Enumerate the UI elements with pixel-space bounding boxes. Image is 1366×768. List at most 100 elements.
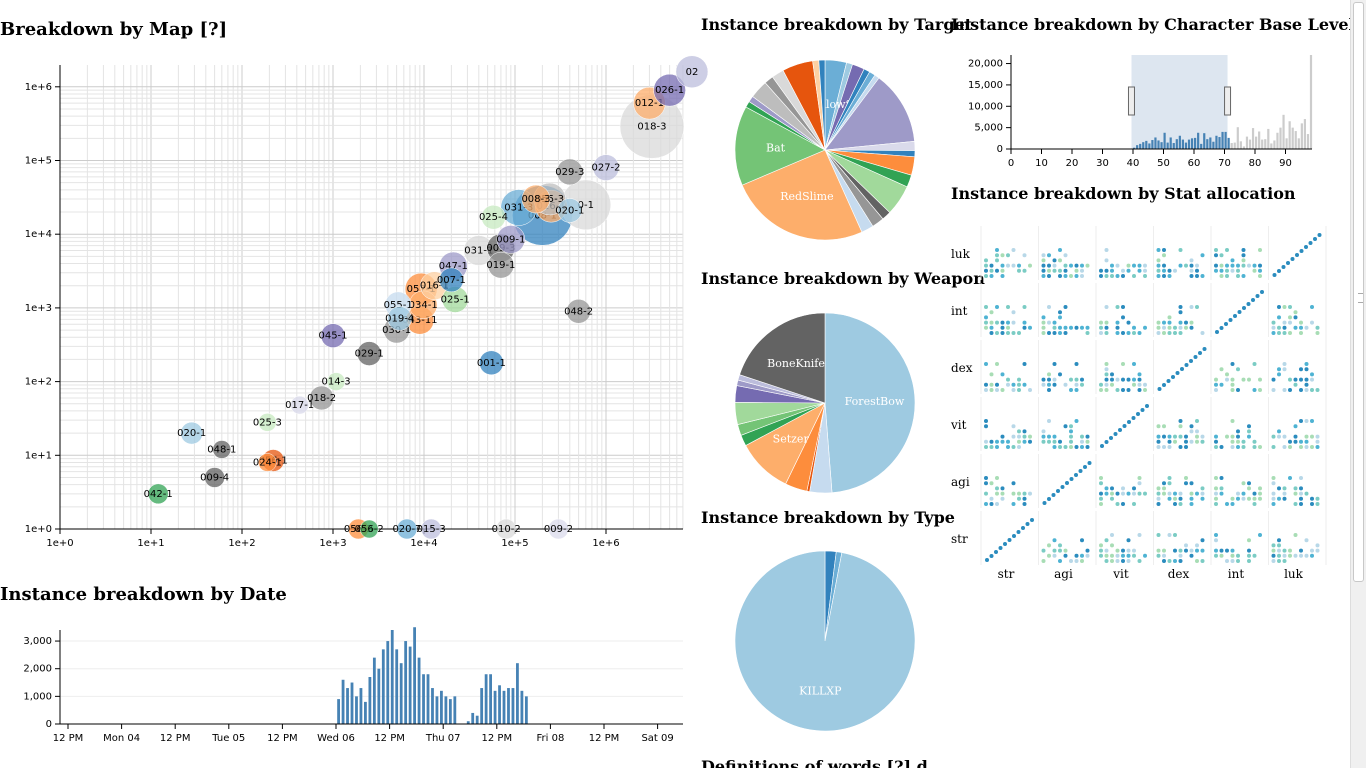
- stat-dot: [1115, 502, 1120, 506]
- stat-dot: [1104, 248, 1109, 252]
- stat-dot: [1198, 351, 1202, 355]
- stat-dot: [1011, 502, 1016, 506]
- stat-dot: [1304, 419, 1309, 423]
- stat-dot: [1195, 548, 1199, 553]
- date-bar: [507, 688, 510, 724]
- stat-dot: [1110, 382, 1114, 387]
- level-bar: [1306, 134, 1310, 149]
- map-point: 025-1: [441, 286, 470, 313]
- stat-dot: [1252, 553, 1257, 558]
- level-y-tick-label: 10,000: [968, 101, 1003, 112]
- stat-dot: [1126, 320, 1131, 325]
- vertical-scrollbar[interactable]: [1350, 0, 1366, 768]
- map-point-bubble: [396, 518, 418, 540]
- stat-dot: [1156, 491, 1161, 496]
- stat-dot: [1017, 429, 1021, 434]
- stat-dot: [1156, 533, 1161, 537]
- stat-dot: [1252, 496, 1257, 501]
- stat-dot: [1184, 543, 1188, 548]
- stat-dot: [1162, 486, 1166, 491]
- stat-dot: [1173, 491, 1177, 496]
- stat-dot: [1047, 543, 1051, 548]
- stat-dot: [1080, 538, 1084, 543]
- stat-dot: [1173, 548, 1177, 553]
- stat-dot: [1126, 268, 1131, 273]
- date-bar: [502, 690, 506, 724]
- map-point-label: 0-1: [578, 200, 594, 211]
- stat-dot: [1299, 548, 1303, 553]
- stat-dot: [1178, 331, 1183, 335]
- stat-dot: [1167, 320, 1172, 325]
- stat-dot: [1104, 258, 1109, 263]
- map-help-link[interactable]: [?]: [199, 19, 228, 40]
- map-scatter-chart[interactable]: 1e+0 1e+1 1e+2 1e+3 1e+4 1e+5 1e+6 1e+0 1e+1 1e+2…: [0, 55, 709, 550]
- stat-dot: [1219, 476, 1224, 480]
- stat-dot: [1255, 294, 1260, 298]
- stat-dot: [1288, 476, 1292, 480]
- stat-dot: [1041, 439, 1046, 444]
- stat-dot: [1310, 445, 1314, 449]
- stat-dot: [1162, 248, 1166, 252]
- scrollbar-thumb[interactable]: [1353, 2, 1364, 582]
- type-pie-chart[interactable]: KILLXP: [730, 546, 920, 736]
- stat-scatter-matrix[interactable]: luk int dex vit agi str str agi vit dex int luk: [950, 222, 1331, 592]
- stat-dot: [1074, 473, 1078, 477]
- stat-dot: [1162, 548, 1166, 553]
- level-bar: [1291, 127, 1294, 149]
- date-bar-chart[interactable]: 0 1,000 2,000 3,000 12 PM Mon 04 12 PM Tue 05 12…: [0, 624, 690, 754]
- level-bar-chart[interactable]: 0 5,000 10,000 15,000 20,000 0 10 20 30 40 50 60 70 8…: [951, 45, 1331, 175]
- stat-dot: [1087, 461, 1092, 465]
- stat-dot: [1011, 491, 1016, 496]
- date-bar: [372, 657, 376, 724]
- map-point: 014-3: [322, 372, 351, 391]
- level-brush-handle-shape: [1127, 86, 1135, 116]
- level-y-tick-label: 20,000: [968, 59, 1003, 70]
- map-point-label: 02: [686, 67, 699, 78]
- stat-dot: [1299, 367, 1303, 372]
- level-bar: [1227, 137, 1230, 149]
- date-bar: [341, 679, 345, 724]
- map-point-bubble: [290, 395, 309, 415]
- stat-dot: [1121, 268, 1125, 273]
- stat-dot: [1219, 486, 1224, 491]
- stat-dot: [1000, 496, 1005, 501]
- stat-dot: [1110, 543, 1114, 548]
- stat-cell: [1153, 226, 1205, 280]
- stat-dot: [1121, 377, 1125, 382]
- stat-dot: [1173, 434, 1177, 439]
- stat-dot: [1000, 268, 1005, 273]
- stat-dot: [1167, 325, 1172, 330]
- stat-dot: [1162, 481, 1166, 486]
- stat-dot: [1293, 424, 1298, 429]
- stat-dot: [1017, 439, 1021, 444]
- stat-dot: [1299, 388, 1303, 392]
- stat-dot: [1236, 434, 1240, 439]
- stat-dot: [1157, 387, 1162, 391]
- stat-dot: [1080, 434, 1084, 439]
- stat-dot: [1230, 388, 1235, 392]
- level-bar: [1172, 143, 1175, 149]
- stat-dot: [1315, 325, 1320, 330]
- stat-dot: [1195, 305, 1199, 309]
- level-y-tick-label: 0: [997, 144, 1003, 155]
- stat-dot: [1041, 258, 1046, 263]
- weapon-pie-chart[interactable]: ForestBow Setzer BoneKnife: [730, 308, 920, 498]
- level-bar: [1206, 139, 1209, 149]
- stat-dot: [984, 263, 988, 268]
- stat-dot: [1000, 325, 1005, 330]
- stat-dot: [1099, 548, 1103, 553]
- map-point: 018-2: [307, 385, 336, 411]
- stat-cell: [1095, 454, 1147, 508]
- map-point-bubble: [180, 421, 203, 445]
- date-x-tick-label: Sat 09: [641, 733, 673, 744]
- stat-dot: [1137, 388, 1142, 392]
- stat-dot: [1200, 486, 1205, 491]
- stat-dot: [1104, 305, 1109, 309]
- stat-dot: [1304, 538, 1309, 543]
- stat-dot: [1247, 538, 1251, 543]
- map-point-label: 018-2: [307, 393, 336, 404]
- stat-dot: [1069, 434, 1073, 439]
- stat-dot: [1271, 543, 1276, 548]
- stat-dot: [1000, 263, 1005, 268]
